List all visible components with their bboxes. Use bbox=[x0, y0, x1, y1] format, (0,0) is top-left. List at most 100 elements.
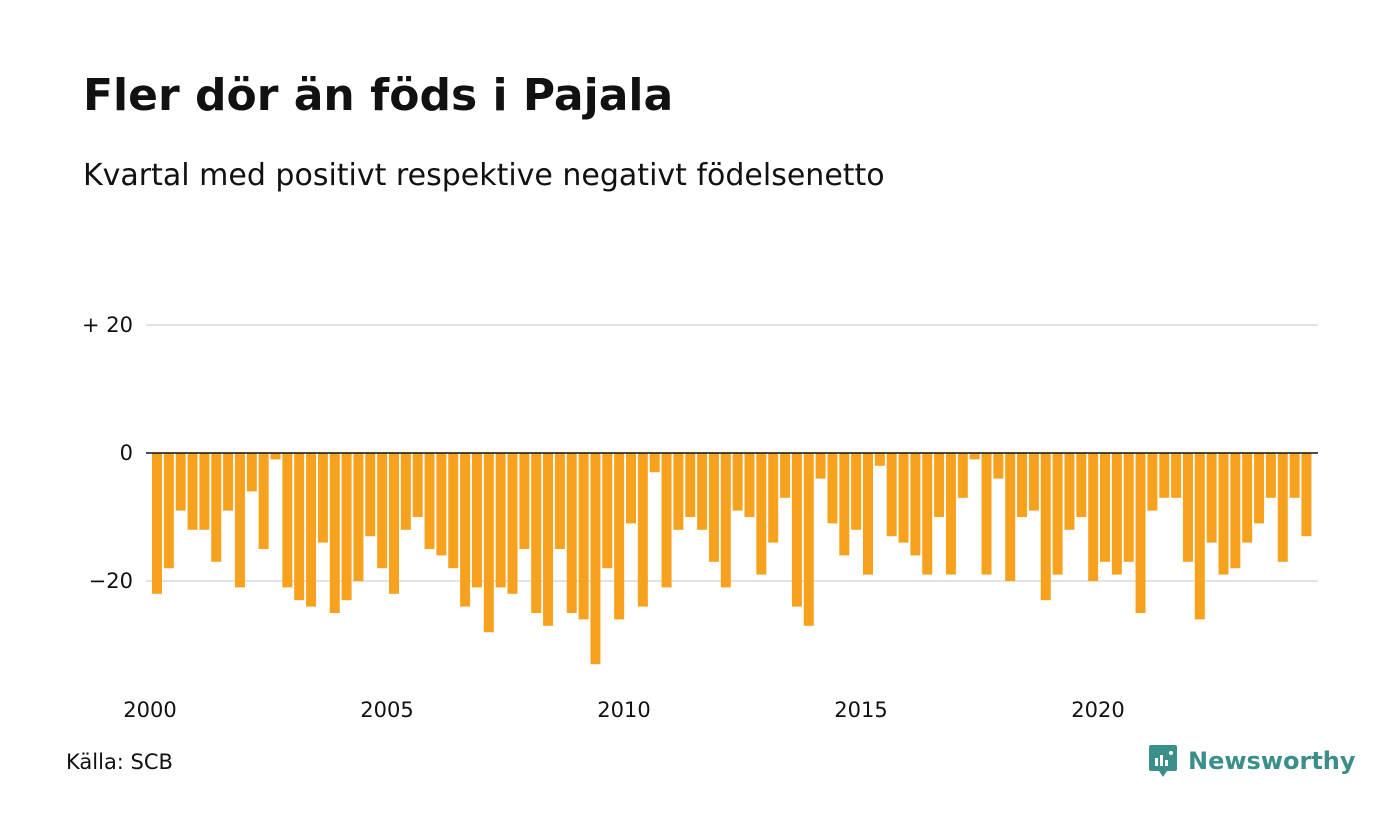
bar bbox=[270, 453, 281, 460]
bar bbox=[1123, 453, 1134, 562]
bar bbox=[282, 453, 293, 588]
bar bbox=[1206, 453, 1217, 543]
bar bbox=[152, 453, 162, 594]
bar bbox=[199, 453, 210, 530]
bar bbox=[1017, 453, 1028, 517]
bar bbox=[839, 453, 850, 556]
bar bbox=[1005, 453, 1016, 581]
bar bbox=[317, 453, 328, 543]
bar bbox=[187, 453, 198, 530]
bar bbox=[910, 453, 921, 556]
bar bbox=[1040, 453, 1051, 601]
bar bbox=[365, 453, 376, 537]
bar bbox=[1064, 453, 1075, 530]
bar bbox=[922, 453, 933, 575]
bar bbox=[934, 453, 945, 517]
bar bbox=[1028, 453, 1039, 511]
bar bbox=[863, 453, 873, 575]
bar bbox=[175, 453, 186, 511]
bar bbox=[969, 453, 980, 460]
bar bbox=[341, 453, 352, 601]
bar bbox=[566, 453, 577, 613]
bar bbox=[874, 453, 885, 466]
bar bbox=[768, 453, 779, 543]
bar bbox=[1111, 453, 1122, 575]
x-tick-label: 2010 bbox=[597, 698, 650, 722]
bar bbox=[1171, 453, 1182, 498]
bar bbox=[1230, 453, 1241, 569]
bar bbox=[1052, 453, 1063, 575]
bar bbox=[756, 453, 767, 575]
bar bbox=[886, 453, 897, 537]
bar bbox=[803, 453, 814, 626]
bar bbox=[377, 453, 388, 569]
y-tick-label: 0 bbox=[120, 441, 133, 465]
bar bbox=[1242, 453, 1253, 543]
bar bbox=[483, 453, 494, 633]
bar bbox=[1135, 453, 1146, 613]
chart-title: Fler dör än föds i Pajala bbox=[83, 70, 674, 121]
y-tick-label: −20 bbox=[89, 569, 133, 593]
bar bbox=[246, 453, 257, 492]
bar bbox=[1218, 453, 1229, 575]
bar bbox=[1147, 453, 1158, 511]
bar bbox=[1076, 453, 1087, 517]
brand-logo: Newsworthy bbox=[1148, 743, 1356, 779]
bar bbox=[353, 453, 364, 581]
bar bbox=[590, 453, 601, 665]
bar bbox=[1289, 453, 1300, 498]
bar bbox=[163, 453, 174, 569]
x-tick-label: 2015 bbox=[834, 698, 887, 722]
bar bbox=[720, 453, 731, 588]
bar bbox=[1254, 453, 1265, 524]
y-tick-label: + 20 bbox=[82, 313, 133, 337]
bar bbox=[578, 453, 589, 620]
x-tick-label: 2005 bbox=[360, 698, 413, 722]
bar bbox=[495, 453, 506, 588]
bar bbox=[1088, 453, 1099, 581]
bar bbox=[412, 453, 423, 517]
source-note: Källa: SCB bbox=[66, 750, 173, 774]
bar bbox=[791, 453, 802, 607]
bar bbox=[827, 453, 838, 524]
bar bbox=[945, 453, 956, 575]
bar bbox=[815, 453, 826, 479]
bar bbox=[697, 453, 708, 530]
bar bbox=[1100, 453, 1110, 562]
bar bbox=[732, 453, 743, 511]
bar bbox=[602, 453, 613, 569]
bar bbox=[1182, 453, 1193, 562]
bar bbox=[744, 453, 755, 517]
bar bbox=[637, 453, 648, 607]
bar bbox=[531, 453, 542, 613]
bar bbox=[981, 453, 992, 575]
bar bbox=[258, 453, 269, 549]
bar bbox=[673, 453, 684, 530]
bar bbox=[993, 453, 1004, 479]
bar bbox=[661, 453, 672, 588]
bar bbox=[306, 453, 317, 607]
bar bbox=[507, 453, 518, 594]
bar bbox=[1301, 453, 1312, 537]
bar bbox=[389, 453, 399, 594]
bar bbox=[649, 453, 660, 473]
bar bbox=[234, 453, 245, 588]
bar bbox=[294, 453, 305, 601]
bar bbox=[1277, 453, 1288, 562]
bar bbox=[898, 453, 909, 543]
bar bbox=[471, 453, 482, 588]
bar bbox=[519, 453, 530, 549]
bar bbox=[851, 453, 862, 530]
bar bbox=[436, 453, 447, 556]
x-tick-label: 2000 bbox=[123, 698, 176, 722]
bar bbox=[780, 453, 791, 498]
bar bbox=[554, 453, 565, 549]
brand-name: Newsworthy bbox=[1188, 747, 1356, 775]
bar bbox=[448, 453, 459, 569]
bar bbox=[626, 453, 636, 524]
x-tick-label: 2020 bbox=[1071, 698, 1124, 722]
bar bbox=[1194, 453, 1205, 620]
bar bbox=[1159, 453, 1170, 498]
chart-subtitle: Kvartal med positivt respektive negativt… bbox=[83, 158, 885, 193]
